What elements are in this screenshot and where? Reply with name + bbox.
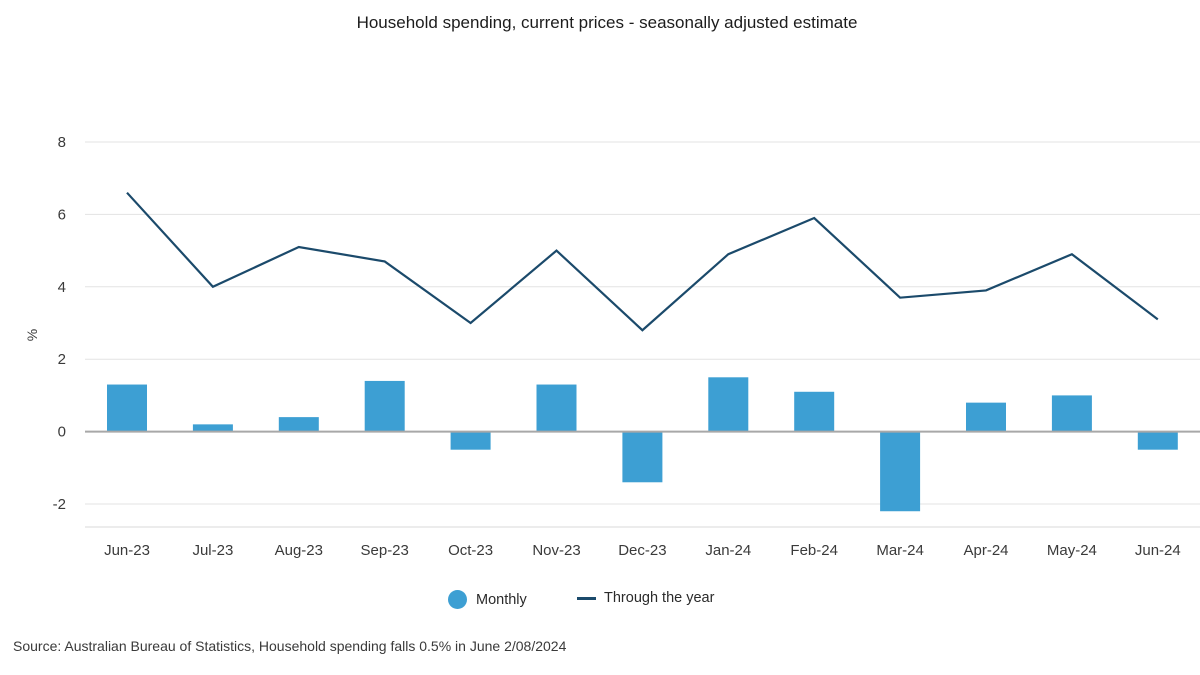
- legend-monthly-marker: [448, 590, 467, 609]
- bar-monthly: [1137, 431, 1178, 450]
- legend-item-monthly[interactable]: Monthly: [448, 590, 527, 609]
- x-tick-label: Feb-24: [790, 542, 838, 559]
- bar-monthly: [536, 384, 577, 432]
- bar-monthly: [966, 402, 1006, 432]
- bar-monthly: [794, 391, 835, 432]
- bar-monthly: [880, 431, 921, 512]
- x-tick-label: Jun-23: [104, 542, 150, 559]
- x-tick-label: Oct-23: [448, 542, 493, 559]
- x-tick-label: May-24: [1047, 542, 1097, 559]
- legend-through-the-year-marker: [577, 596, 596, 600]
- bar-monthly: [1051, 395, 1092, 432]
- bar-monthly: [622, 431, 663, 483]
- y-tick-label: -2: [53, 496, 66, 513]
- y-tick-label: 6: [58, 206, 66, 223]
- x-tick-label: Nov-23: [532, 542, 580, 559]
- source-note: Source: Australian Bureau of Statistics,…: [13, 638, 567, 654]
- x-tick-label: Apr-24: [963, 542, 1008, 559]
- bar-monthly: [708, 377, 749, 432]
- y-tick-label: 4: [58, 279, 66, 296]
- x-tick-label: Jun-24: [1135, 542, 1181, 559]
- x-tick-label: Jan-24: [705, 542, 751, 559]
- bar-monthly: [192, 424, 233, 432]
- bar-monthly: [450, 431, 491, 450]
- x-tick-label: Aug-23: [275, 542, 323, 559]
- y-tick-label: 8: [58, 134, 66, 151]
- bar-monthly: [107, 384, 147, 432]
- y-tick-label: 2: [58, 351, 66, 368]
- legend-item-through-the-year[interactable]: Through the year: [577, 590, 714, 606]
- legend-through-the-year-label: Through the year: [604, 590, 715, 606]
- x-tick-label: Jul-23: [192, 542, 233, 559]
- x-tick-label: Dec-23: [618, 542, 666, 559]
- x-tick-label: Sep-23: [361, 542, 409, 559]
- y-axis-title: %: [24, 329, 40, 341]
- legend-monthly-label: Monthly: [476, 591, 527, 608]
- bar-monthly: [364, 380, 405, 432]
- bar-monthly: [278, 417, 319, 432]
- chart-title: Household spending, current prices - sea…: [356, 13, 858, 32]
- y-tick-label: 0: [58, 424, 66, 441]
- chart-legend: Monthly Through the year: [0, 590, 1200, 618]
- x-tick-label: Mar-24: [876, 542, 924, 559]
- line-through-the-year: [126, 191, 1159, 332]
